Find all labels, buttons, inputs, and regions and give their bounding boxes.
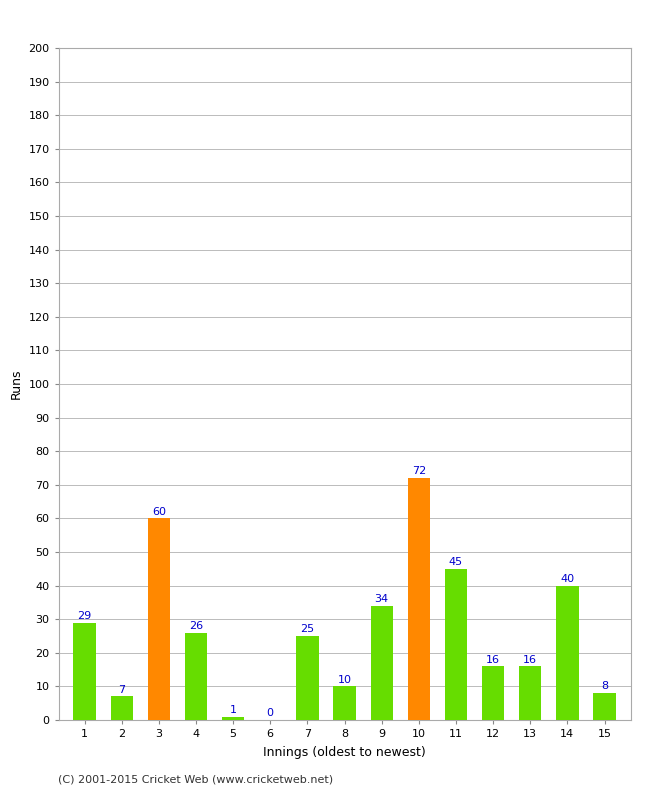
Bar	[370, 606, 393, 720]
Text: 7: 7	[118, 685, 125, 694]
Bar	[148, 518, 170, 720]
Bar	[333, 686, 356, 720]
Bar	[556, 586, 578, 720]
Bar	[185, 633, 207, 720]
Bar	[445, 569, 467, 720]
Text: 60: 60	[152, 506, 166, 517]
Y-axis label: Runs: Runs	[10, 369, 23, 399]
Text: 72: 72	[411, 466, 426, 476]
Text: 34: 34	[374, 594, 389, 604]
Text: 26: 26	[189, 621, 203, 631]
Text: 40: 40	[560, 574, 575, 584]
Text: 0: 0	[266, 708, 274, 718]
Text: 29: 29	[77, 611, 92, 621]
X-axis label: Innings (oldest to newest): Innings (oldest to newest)	[263, 746, 426, 759]
Text: 16: 16	[523, 654, 537, 665]
Text: 10: 10	[337, 674, 352, 685]
Text: 8: 8	[601, 682, 608, 691]
Text: 25: 25	[300, 624, 315, 634]
Bar	[593, 693, 616, 720]
Bar	[296, 636, 318, 720]
Bar	[408, 478, 430, 720]
Text: 16: 16	[486, 654, 500, 665]
Bar	[519, 666, 541, 720]
Bar	[222, 717, 244, 720]
Text: (C) 2001-2015 Cricket Web (www.cricketweb.net): (C) 2001-2015 Cricket Web (www.cricketwe…	[58, 774, 333, 784]
Text: 1: 1	[229, 705, 237, 715]
Text: 45: 45	[449, 557, 463, 567]
Bar	[111, 697, 133, 720]
Bar	[73, 622, 96, 720]
Bar	[482, 666, 504, 720]
